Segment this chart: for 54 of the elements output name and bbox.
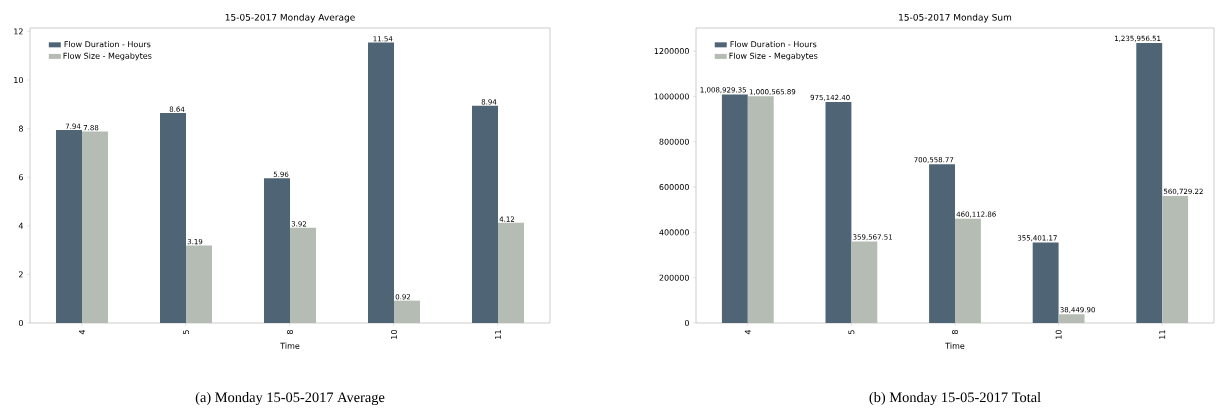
text: (a) Monday 15-05-2017 Average xyxy=(195,391,385,406)
bar xyxy=(56,130,83,323)
x-axis-title: Time xyxy=(945,342,965,349)
bar xyxy=(82,131,109,323)
y-tick-label: 800000 xyxy=(659,138,689,145)
bar xyxy=(1032,242,1059,323)
chart-title: 15-05-2017 Monday Average xyxy=(225,13,355,23)
y-tick-label: 1000000 xyxy=(654,93,689,100)
bar xyxy=(955,218,981,323)
bar xyxy=(1136,42,1163,323)
legend-label: Flow Size - Megabytes xyxy=(63,52,152,61)
x-axis-title: Time xyxy=(280,342,300,349)
x-tick-label: 8 xyxy=(286,330,294,335)
bar xyxy=(1058,314,1085,323)
y-tick-label: 2 xyxy=(18,271,23,278)
y-tick-label: 6 xyxy=(18,174,23,181)
y-tick-label: 8 xyxy=(18,125,23,132)
bar xyxy=(264,178,291,323)
y-tick-label: 0 xyxy=(18,319,23,327)
chart-title: 15-05-2017 Monday Sum xyxy=(899,13,1012,23)
x-tick-label: 10 xyxy=(1055,330,1062,339)
x-tick-label: 10 xyxy=(390,330,398,339)
legend-label: Flow Duration - Hours xyxy=(730,41,817,48)
y-tick-label: 0 xyxy=(684,319,689,327)
bar xyxy=(394,300,421,323)
y-tick-label: 10 xyxy=(14,76,23,84)
bar xyxy=(160,113,187,323)
bar xyxy=(368,42,395,323)
x-tick-label: 4 xyxy=(79,329,85,335)
text: (b) Monday 15-05-2017 Total xyxy=(869,391,1041,406)
y-tick-label: 12 xyxy=(14,28,23,35)
bar xyxy=(929,164,955,323)
bar xyxy=(825,102,852,323)
bar xyxy=(472,105,498,323)
bar xyxy=(1162,195,1189,323)
y-tick-label: 200000 xyxy=(659,274,689,281)
y-tick-label: 400000 xyxy=(659,229,689,236)
x-tick-label: 11 xyxy=(1159,330,1166,339)
bar xyxy=(747,96,774,323)
y-tick-label: 600000 xyxy=(659,184,689,191)
x-tick-label: 11 xyxy=(495,330,501,339)
bar xyxy=(721,94,748,323)
legend-label: Flow Duration - Hours xyxy=(64,41,151,48)
x-tick-label: 5 xyxy=(848,330,855,334)
x-tick-label: 4 xyxy=(744,329,751,335)
legend-label: Flow Size - Megabytes xyxy=(729,52,818,61)
y-tick-label: 4 xyxy=(18,222,24,229)
y-tick-label: 1200000 xyxy=(654,48,689,55)
bar xyxy=(186,245,213,323)
bar xyxy=(851,241,878,323)
x-tick-label: 5 xyxy=(183,330,189,334)
bar xyxy=(498,222,525,323)
x-tick-label: 8 xyxy=(951,330,959,335)
bar xyxy=(290,227,317,323)
